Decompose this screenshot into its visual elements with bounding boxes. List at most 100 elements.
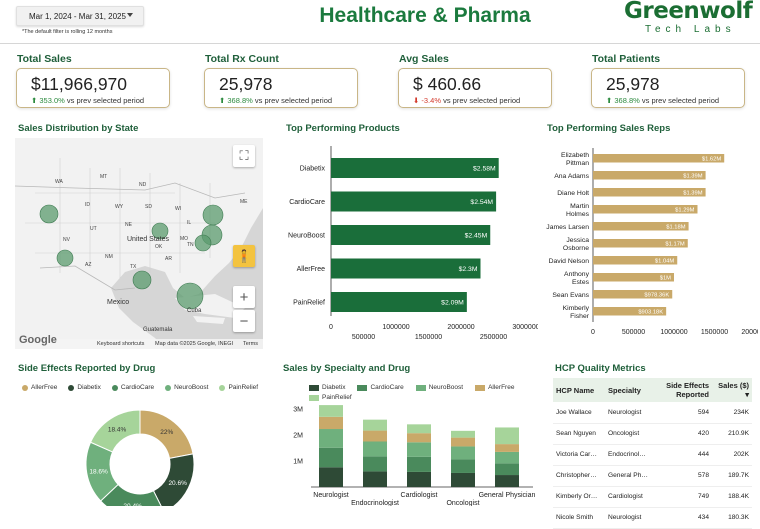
kpi-label: Avg Sales (399, 53, 449, 65)
col-specialty[interactable]: Specialty (605, 378, 657, 402)
caret-down-icon (127, 13, 133, 17)
legend-label: Diabetix (77, 384, 101, 391)
legend-swatch (415, 384, 426, 391)
side-effects-title: Side Effects Reported by Drug (18, 363, 156, 374)
kpi-value: 25,978 (606, 74, 660, 94)
kpi-delta-suffix: vs prev selected period (443, 96, 521, 105)
donut-slice-label: 20.4% (123, 503, 142, 506)
svg-text:AR: AR (165, 256, 172, 262)
legend-swatch (68, 384, 75, 391)
cell-hcp-name: Nicole Smith (553, 507, 605, 529)
kpi-delta: ⬆ 353.0% vs prev selected period (31, 96, 169, 105)
cell-side-effects: 749 (657, 486, 712, 508)
legend-label: AllerFree (31, 384, 58, 391)
stack-segment (363, 441, 387, 457)
cell-hcp-name: Joe Wallace (553, 402, 605, 424)
map-bubble (202, 204, 224, 226)
col-sales[interactable]: Sales ($) ▾ (712, 378, 752, 402)
rep-bar (593, 222, 689, 231)
stack-category-label: Oncologist (446, 500, 479, 506)
donut-legend-item[interactable]: Diabetix (68, 384, 101, 391)
cell-specialty: Cardiologist (605, 486, 657, 508)
donut-legend-item[interactable]: NeuroBoost (165, 384, 208, 391)
zoom-out-button[interactable]: − (233, 310, 255, 332)
rep-label: Elizabeth (561, 152, 589, 159)
product-label: AllerFree (297, 266, 326, 273)
svg-text:UT: UT (90, 226, 97, 232)
cell-sales: 189.7K (712, 465, 752, 487)
rep-bar (593, 256, 678, 265)
date-range-label: Mar 1, 2024 - Mar 31, 2025 (29, 11, 126, 21)
pegman-button[interactable]: 🧍 (233, 245, 255, 267)
product-label: PainRelief (293, 300, 325, 307)
zoom-in-button[interactable]: + (233, 286, 255, 308)
stack-legend-item[interactable]: AllerFree (475, 384, 514, 391)
rep-bar (593, 154, 725, 163)
svg-text:ME: ME (240, 199, 248, 205)
donut-legend-item[interactable]: PainRelief (219, 384, 258, 391)
donut-legend: AllerFree Diabetix CardioCare NeuroBoost Pai… (22, 384, 258, 391)
stack-segment (363, 419, 387, 431)
donut-slice (152, 453, 195, 506)
rep-label: James Larsen (546, 224, 589, 231)
stack-legend-item[interactable]: CardioCare (357, 384, 404, 391)
table-row[interactable]: Joe Wallace Neurologist 594 234K (553, 402, 752, 424)
col-side-effects[interactable]: Side Effects Reported (657, 378, 712, 402)
table-row[interactable]: Sean Nguyen Oncologist 420 210.9K (553, 423, 752, 445)
map-bubble (194, 234, 212, 252)
product-value-label: $2.58M (473, 166, 496, 173)
stack-segment (451, 437, 475, 447)
stack-segment (319, 405, 343, 417)
kpi-delta: ⬆ 368.8% vs prev selected period (606, 96, 744, 105)
legend-swatch (475, 384, 486, 391)
stack-segment (451, 459, 475, 473)
svg-text:NE: NE (125, 222, 133, 228)
rep-bar (593, 273, 674, 282)
stack-legend-item[interactable]: Diabetix (309, 384, 345, 391)
stack-segment (407, 442, 431, 457)
keyboard-shortcuts-link[interactable]: Keyboard shortcuts (97, 341, 145, 347)
col-hcp-name[interactable]: HCP Name (553, 378, 605, 402)
stack-legend-item[interactable]: NeuroBoost (415, 384, 463, 391)
trend-arrow-icon: ⬆ (31, 96, 38, 105)
kpi-delta-suffix: vs prev selected period (641, 96, 720, 105)
reps-tick: 2000000 (741, 329, 758, 336)
cell-sales: 202K (712, 444, 752, 466)
kpi-label: Total Patients (592, 53, 661, 65)
products-tick: 3000000 (512, 324, 538, 331)
terms-link[interactable]: Terms (243, 341, 258, 347)
table-row[interactable]: Victoria Car… Endocrinol… 444 202K (553, 444, 752, 466)
date-range-picker[interactable]: Mar 1, 2024 - Mar 31, 2025 (16, 6, 144, 26)
sales-map[interactable]: WA MT ND WY ID SD NV UT NE WI IL MO TX AR AZ NM OK T… (15, 138, 263, 349)
product-value-label: $2.45M (465, 233, 488, 240)
table-row[interactable]: Nicole Smith Neurologist 434 180.3K (553, 507, 752, 529)
header-divider (0, 43, 760, 44)
map-label-us: United States (127, 236, 170, 243)
legend-swatch (22, 384, 28, 391)
stack-segment (407, 424, 431, 434)
donut-legend-item[interactable]: CardioCare (111, 384, 154, 391)
stack-segment (407, 471, 431, 487)
rep-value-label: $1.39M (683, 190, 703, 196)
product-bar (331, 292, 467, 312)
donut-legend-item[interactable]: AllerFree (22, 384, 57, 391)
stack-ytick: 1M (293, 459, 303, 466)
product-bar (331, 158, 499, 178)
rep-label: Jessica (566, 237, 589, 244)
kpi-value: $ 460.66 (413, 74, 482, 94)
reps-title: Top Performing Sales Reps (547, 123, 671, 134)
page-title: Healthcare & Pharma (319, 4, 531, 27)
product-label: Diabetix (300, 166, 326, 173)
table-row[interactable]: Christopher… General Ph… 578 189.7K (553, 465, 752, 487)
table-row[interactable]: Kimberly Or… Cardiologist 749 188.4K (553, 486, 752, 508)
stack-legend-item[interactable]: PainRelief (309, 394, 352, 401)
reps-tick: 0 (591, 329, 595, 336)
rep-label: Sean Evans (552, 292, 589, 299)
donut-slice-label: 18.6% (89, 469, 108, 476)
fullscreen-button[interactable]: ⛶ (233, 145, 255, 167)
legend-swatch (165, 384, 172, 391)
legend-label: PainRelief (228, 384, 259, 391)
map-label-cuba: Cuba (187, 308, 202, 314)
reps-tick: 500000 (622, 329, 645, 336)
logo-subtext: Tech Labs (645, 24, 736, 35)
